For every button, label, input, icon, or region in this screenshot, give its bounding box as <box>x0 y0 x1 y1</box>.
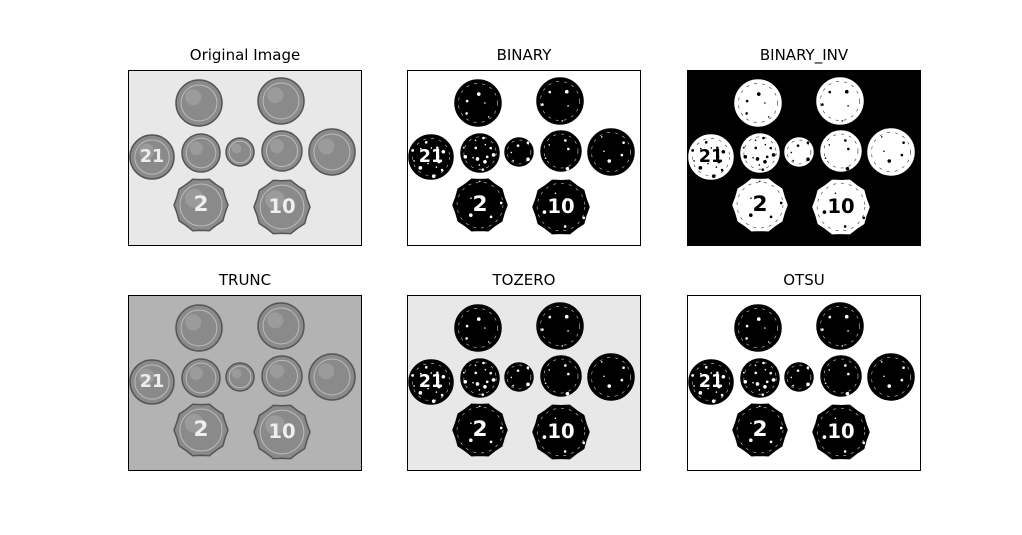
coin <box>734 304 782 352</box>
coin <box>587 353 635 401</box>
image-frame: 21 2 10 <box>407 295 641 471</box>
panel-title: BINARY <box>496 46 552 64</box>
coins-image-otsu: 21 2 10 <box>688 296 920 470</box>
coin <box>734 79 782 127</box>
coin <box>257 302 305 350</box>
coin <box>820 355 862 397</box>
coin <box>454 79 502 127</box>
coin-label: 21 <box>140 147 164 167</box>
coin: 2 <box>452 178 508 232</box>
panel-title: TOZERO <box>492 271 556 289</box>
coin-label: 2 <box>472 417 487 442</box>
coin <box>460 133 500 173</box>
coin <box>740 358 780 398</box>
coin-label: 21 <box>699 147 723 167</box>
coin <box>536 77 584 125</box>
coin: 21 <box>129 134 175 180</box>
coin <box>540 355 582 397</box>
coin-label: 10 <box>827 195 854 218</box>
coin: 2 <box>732 178 788 232</box>
coin: 21 <box>408 359 454 405</box>
coin <box>261 355 303 397</box>
coin <box>257 77 305 125</box>
image-frame: 21 2 10 <box>407 70 641 246</box>
coin <box>504 137 534 167</box>
coins-image-binary-inv: 21 2 10 <box>688 71 920 245</box>
coin <box>460 358 500 398</box>
coin: 21 <box>688 359 734 405</box>
panel-title: BINARY_INV <box>759 46 849 64</box>
coin <box>740 133 780 173</box>
coin: 10 <box>532 404 590 460</box>
coin-label: 21 <box>419 372 443 392</box>
coin <box>784 137 814 167</box>
coin <box>181 133 221 173</box>
coin: 10 <box>253 404 311 460</box>
coin <box>261 130 303 172</box>
coins-image-trunc: 21 2 10 <box>129 296 361 470</box>
coins-image-binary: 21 2 10 <box>408 71 640 245</box>
coin-label: 10 <box>268 195 295 218</box>
coin <box>816 77 864 125</box>
image-frame: 21 2 10 <box>687 295 921 471</box>
coin: 2 <box>173 178 229 232</box>
coin: 2 <box>732 403 788 457</box>
coin <box>820 130 862 172</box>
coin: 10 <box>812 404 870 460</box>
panel-title: Original Image <box>189 46 301 64</box>
coin <box>308 353 356 401</box>
coins-image-original: 21 2 10 <box>129 71 361 245</box>
coin-label: 2 <box>193 417 208 442</box>
coin: 10 <box>253 179 311 235</box>
coin-label: 2 <box>193 192 208 217</box>
coin: 10 <box>812 179 870 235</box>
coin <box>225 362 255 392</box>
panel-title: TRUNC <box>218 271 272 289</box>
panel-title: OTSU <box>783 271 825 289</box>
coin-label: 10 <box>268 420 295 443</box>
coin: 2 <box>452 403 508 457</box>
coin: 2 <box>173 403 229 457</box>
coin-label: 2 <box>752 417 767 442</box>
coin: 10 <box>532 179 590 235</box>
coin <box>454 304 502 352</box>
image-frame: 21 2 10 <box>687 70 921 246</box>
coin-label: 10 <box>827 420 854 443</box>
coin <box>225 137 255 167</box>
coin-label: 21 <box>140 372 164 392</box>
coin <box>175 79 223 127</box>
image-frame: 21 2 10 <box>128 295 362 471</box>
coin <box>175 304 223 352</box>
coin <box>536 302 584 350</box>
coin <box>504 362 534 392</box>
coin <box>816 302 864 350</box>
coin-label: 10 <box>547 195 574 218</box>
coins-image-tozero: 21 2 10 <box>408 296 640 470</box>
coin: 21 <box>129 359 175 405</box>
coin: 21 <box>408 134 454 180</box>
coin-label: 2 <box>752 192 767 217</box>
coin-label: 21 <box>419 147 443 167</box>
coin <box>867 128 915 176</box>
coin <box>587 128 635 176</box>
coin-label: 10 <box>547 420 574 443</box>
coin-label: 2 <box>472 192 487 217</box>
coin <box>181 358 221 398</box>
image-frame: 21 2 10 <box>128 70 362 246</box>
coin <box>308 128 356 176</box>
coin-label: 21 <box>699 372 723 392</box>
coin <box>784 362 814 392</box>
coin <box>540 130 582 172</box>
coin: 21 <box>688 134 734 180</box>
coin <box>867 353 915 401</box>
